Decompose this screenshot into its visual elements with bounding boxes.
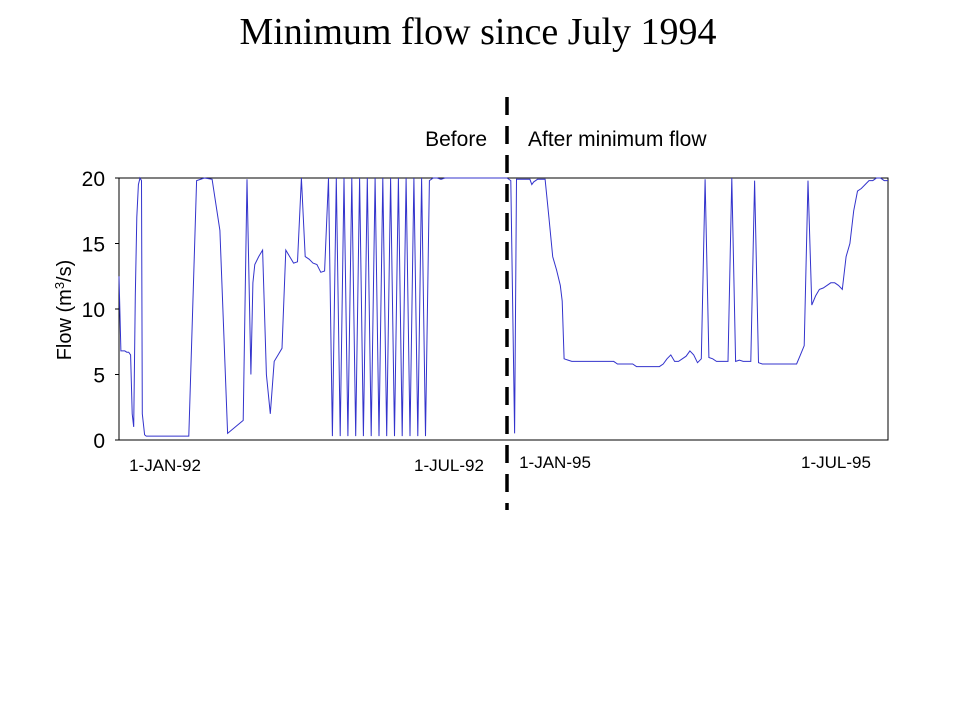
x-tick-label: 1-JUL-95 bbox=[801, 453, 871, 472]
annotation-after: After minimum flow bbox=[528, 128, 707, 151]
y-axis: 0 5 10 15 20 bbox=[82, 168, 119, 453]
y-axis-label: Flow (m3/s) bbox=[52, 260, 76, 361]
y-axis-label-suffix: /s) bbox=[54, 260, 76, 282]
x-tick-label: 1-JUL-92 bbox=[414, 456, 484, 475]
flow-series-line bbox=[506, 177, 888, 434]
x-tick-label: 1-JAN-92 bbox=[129, 456, 201, 475]
chart-title: Minimum flow since July 1994 bbox=[239, 11, 716, 53]
y-tick-label: 0 bbox=[93, 430, 105, 453]
y-axis-label-sup: 3 bbox=[52, 282, 67, 289]
flow-series-line bbox=[118, 176, 507, 437]
plot-frame bbox=[118, 177, 889, 441]
y-tick-label: 20 bbox=[82, 168, 105, 191]
y-tick-label: 5 bbox=[93, 365, 105, 388]
svg-text:Flow (m3/s): Flow (m3/s) bbox=[52, 260, 76, 361]
y-tick-label: 10 bbox=[82, 299, 105, 322]
y-tick-label: 15 bbox=[82, 234, 105, 257]
series-layer bbox=[118, 176, 888, 437]
annotation-before: Before bbox=[425, 128, 487, 151]
y-axis-label-prefix: Flow (m bbox=[54, 289, 76, 360]
x-tick-label: 1-JAN-95 bbox=[519, 453, 591, 472]
